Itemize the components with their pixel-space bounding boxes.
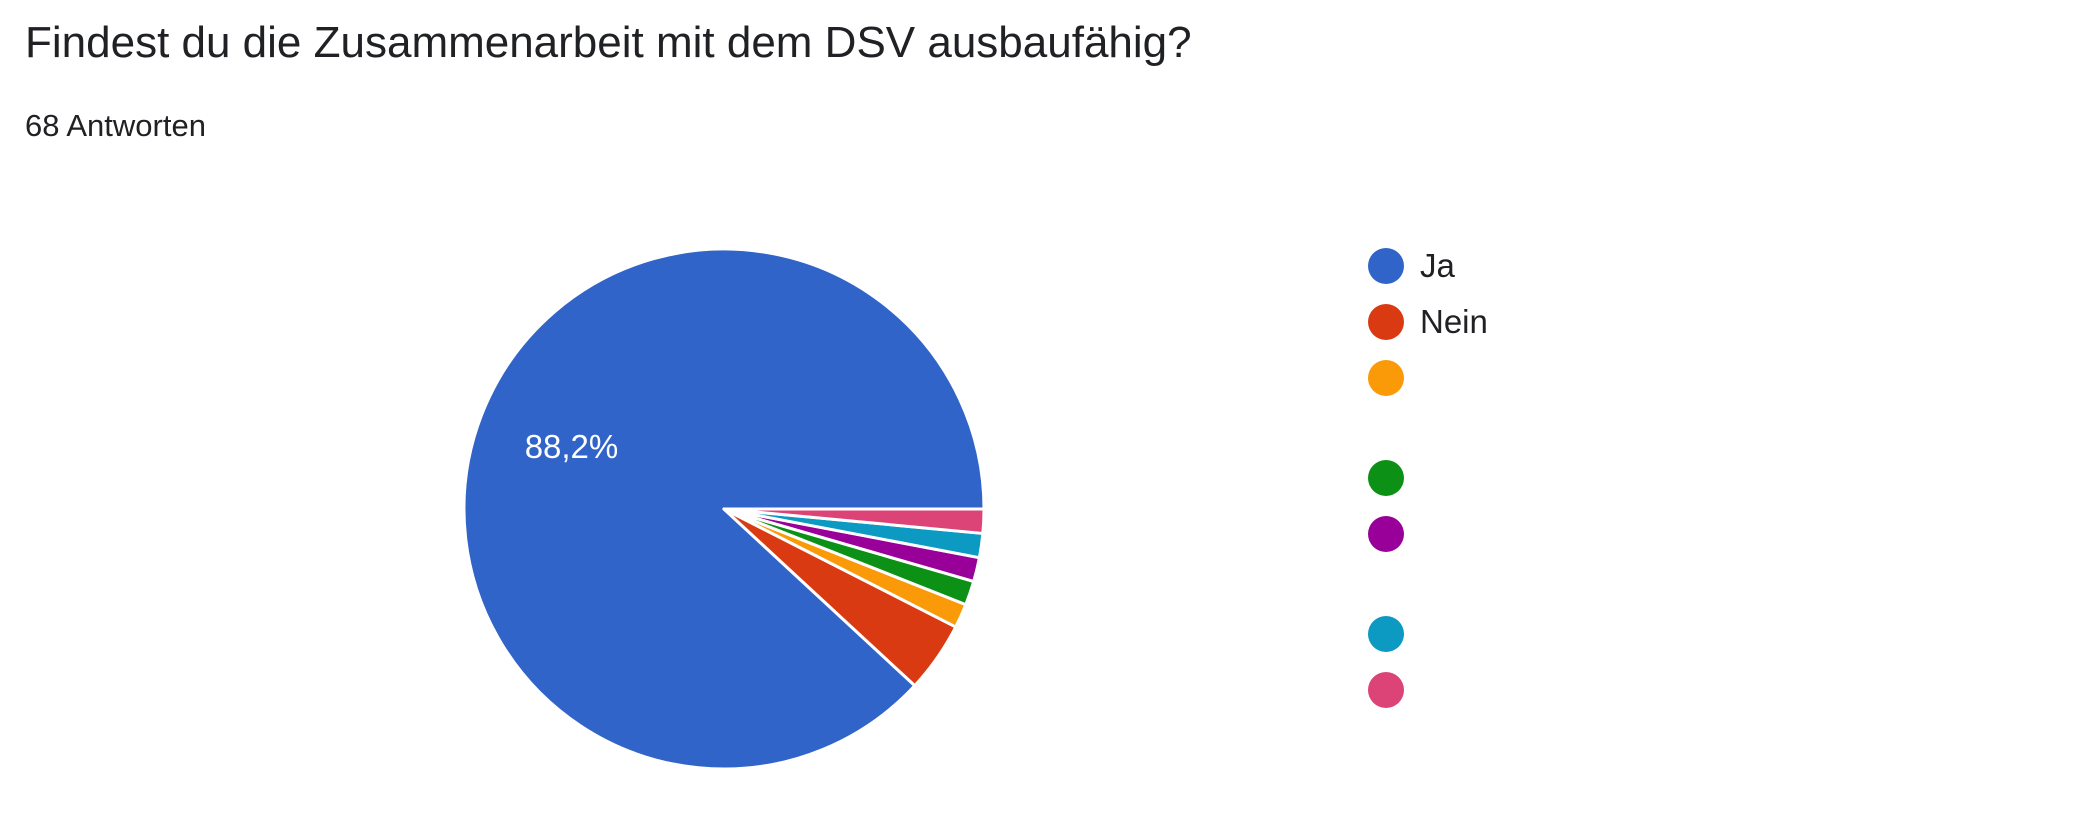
pie-slices [462, 247, 986, 771]
pie-slice-option-7[interactable] [722, 507, 986, 535]
legend-swatch [1368, 460, 1404, 496]
legend-item-option-4[interactable] [1368, 456, 1420, 500]
legend-item-option-6[interactable] [1368, 612, 1420, 656]
response-count: 68 Antworten [25, 108, 206, 143]
legend-item-option-5[interactable] [1368, 512, 1420, 556]
legend-swatch [1368, 616, 1404, 652]
legend-item-option-3[interactable] [1368, 356, 1420, 400]
chart-legend: Ja Nein [1368, 244, 1768, 724]
pie-slice-data-label: 88,2% [525, 428, 619, 465]
legend-swatch [1368, 672, 1404, 708]
legend-label: Nein [1420, 303, 1488, 340]
pie-slice-labels: 88,2% [525, 428, 619, 465]
legend-swatch [1368, 516, 1404, 552]
legend-swatch [1368, 360, 1404, 396]
legend-item-option-7[interactable] [1368, 668, 1420, 712]
legend-swatch [1368, 304, 1404, 340]
legend-label: Ja [1420, 247, 1455, 284]
legend-item-nein[interactable]: Nein [1368, 300, 1488, 344]
legend-swatch [1368, 248, 1404, 284]
legend-item-ja[interactable]: Ja [1368, 244, 1455, 288]
chart-title: Findest du die Zusammenarbeit mit dem DS… [25, 18, 1192, 67]
